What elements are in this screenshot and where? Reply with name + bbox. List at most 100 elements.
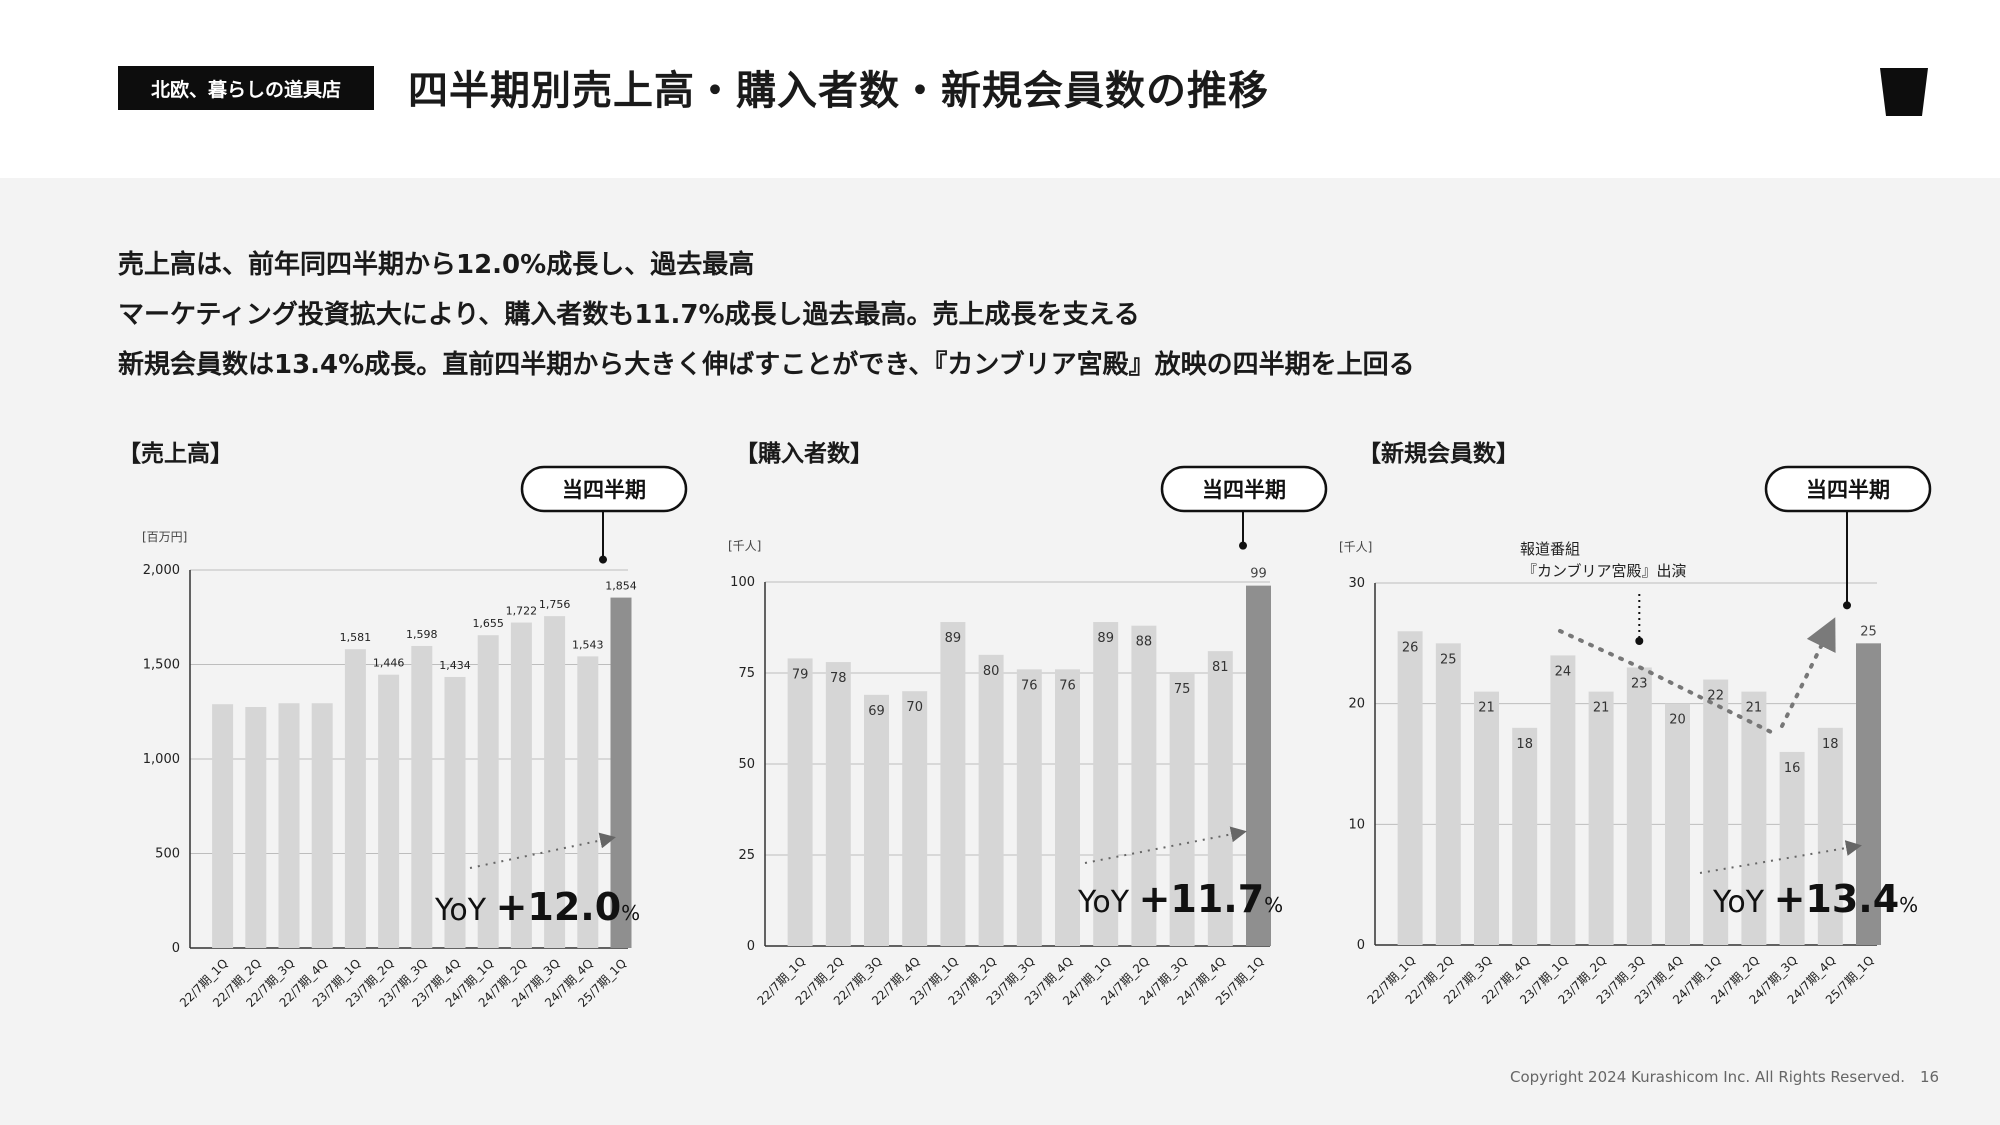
bar: [544, 616, 566, 948]
yoy-trend-arrow: [1084, 826, 1247, 864]
bar: [278, 703, 300, 948]
data-label: 1,655: [472, 617, 504, 630]
annotation-line-2: 『カンブリア宮殿』出演: [1522, 562, 1687, 580]
y-tick-label: 1,000: [143, 752, 180, 767]
y-tick-label: 20: [1348, 697, 1365, 712]
page-number: 16: [1920, 1068, 1940, 1086]
bar: [510, 622, 532, 948]
summary-line-3: 新規会員数は13.4%成長。直前四半期から大きく伸ばすことができ、『カンブリア宮…: [118, 350, 1415, 380]
bar: [1550, 655, 1576, 945]
data-label: 1,543: [572, 638, 604, 651]
sales-chart-title: 【売上高】: [118, 441, 233, 467]
summary-line-1: 売上高は、前年同四半期から12.0%成長し、過去最高: [118, 250, 755, 280]
new-members-chart-title: 【新規会員数】: [1358, 441, 1519, 467]
data-label: 76: [1059, 678, 1076, 693]
data-label: 20: [1669, 713, 1686, 728]
data-label: 18: [1516, 737, 1533, 752]
y-axis-unit-label: [百万円]: [142, 530, 187, 544]
data-label: 1,581: [340, 631, 372, 644]
y-tick-label: 100: [730, 575, 755, 590]
current-quarter-callout-label: 当四半期: [562, 478, 646, 502]
bar: [1817, 727, 1843, 945]
data-label: 80: [983, 664, 1000, 679]
data-label: 26: [1402, 640, 1419, 655]
data-label: 99: [1250, 567, 1267, 582]
bar: [344, 649, 366, 948]
y-axis-unit-label: [千人]: [728, 539, 761, 553]
bar: [477, 635, 499, 948]
bar: [1512, 727, 1538, 945]
bar: [1626, 667, 1652, 945]
data-label: 21: [1746, 701, 1763, 716]
y-tick-label: 0: [747, 939, 755, 954]
bar: [1016, 669, 1042, 946]
bar: [1131, 625, 1157, 946]
data-label: 69: [868, 704, 885, 719]
annotation-dot: [1635, 637, 1644, 645]
data-label: 23: [1631, 676, 1648, 691]
bar: [1055, 669, 1080, 946]
bar: [1779, 751, 1805, 945]
data-label: 25: [1860, 624, 1877, 639]
data-label: 16: [1784, 761, 1801, 776]
data-label: 89: [1097, 631, 1114, 646]
y-tick-label: 0: [1357, 938, 1365, 953]
bar: [787, 658, 813, 946]
bar: [610, 597, 632, 948]
data-label: 24: [1555, 664, 1572, 679]
callout-dot: [1239, 541, 1247, 550]
data-label: 88: [1136, 635, 1153, 650]
bar: [411, 645, 433, 948]
y-tick-label: 0: [172, 941, 180, 956]
annotation-line-1: 報道番組: [1520, 540, 1580, 558]
data-label: 21: [1478, 701, 1495, 716]
y-tick-label: 500: [155, 847, 180, 862]
y-tick-label: 2,000: [143, 563, 180, 578]
callout-dot: [599, 555, 607, 564]
bar: [1207, 651, 1233, 946]
summary-line-2: マーケティング投資拡大により、購入者数も11.7%成長し過去最高。売上成長を支え…: [118, 300, 1140, 330]
current-quarter-callout-label: 当四半期: [1806, 478, 1890, 502]
bar: [1665, 703, 1690, 945]
rebound-trend-arrow: [1780, 617, 1836, 728]
bar: [311, 703, 333, 948]
yoy-growth-label: YoY +12.0%: [434, 885, 640, 929]
data-label: 1,722: [506, 605, 538, 618]
data-label: 22: [1707, 689, 1724, 704]
bar: [212, 704, 234, 948]
data-label: 76: [1021, 678, 1038, 693]
y-axis-unit-label: [千人]: [1339, 540, 1372, 554]
y-tick-label: 30: [1348, 576, 1365, 591]
bar: [1856, 643, 1881, 945]
data-label: 1,756: [539, 598, 571, 611]
slide-header: 北欧、暮らしの道具店 四半期別売上高・購入者数・新規会員数の推移: [0, 0, 2000, 178]
data-label: 89: [945, 631, 962, 646]
data-label: 1,434: [439, 659, 471, 672]
bar: [577, 656, 599, 948]
bar: [378, 674, 400, 948]
bar: [978, 654, 1004, 946]
data-label: 75: [1174, 682, 1191, 697]
bar: [1397, 631, 1423, 945]
data-label: 79: [792, 667, 809, 682]
bar: [864, 694, 889, 946]
callout-dot: [1843, 601, 1851, 610]
bar: [1474, 691, 1499, 945]
bar: [1093, 622, 1119, 946]
yoy-trend-arrow: [469, 832, 616, 869]
data-label: 21: [1593, 701, 1610, 716]
y-tick-label: 50: [738, 757, 755, 772]
yoy-growth-label: YoY +13.4%: [1712, 877, 1918, 921]
data-label: 1,446: [373, 657, 405, 670]
bar: [940, 622, 966, 946]
data-label: 1,598: [406, 628, 438, 641]
bar: [1703, 679, 1729, 945]
cup-logo-icon: [1880, 68, 1928, 116]
summary-text: 売上高は、前年同四半期から12.0%成長し、過去最高 マーケティング投資拡大によ…: [118, 240, 1415, 390]
bar: [245, 707, 267, 948]
bar: [1588, 691, 1614, 945]
data-label: 18: [1822, 737, 1839, 752]
bar: [1246, 585, 1271, 946]
bar: [444, 676, 466, 948]
